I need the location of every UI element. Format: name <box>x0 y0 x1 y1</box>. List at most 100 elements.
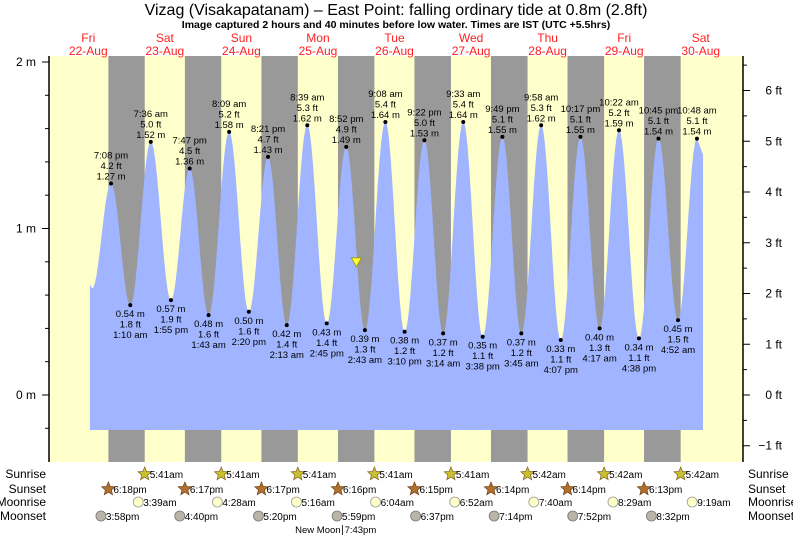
high-tide-m: 1.55 m <box>566 125 595 136</box>
high-tide-time: 9:58 am <box>524 92 558 103</box>
moonset-icon <box>410 510 422 522</box>
low-tide-m: 0.37 m <box>429 337 458 348</box>
day-of-week-label: Tue <box>384 31 405 45</box>
high-tide-m: 1.62 m <box>527 113 556 124</box>
astro-time: 5:42am <box>686 470 719 481</box>
high-tide-m: 1.53 m <box>410 128 439 139</box>
high-tide-point <box>694 136 699 141</box>
low-tide-point <box>676 318 681 323</box>
sunset-icon <box>177 481 193 496</box>
high-tide-m: 1.64 m <box>371 110 400 121</box>
sunset-icon <box>483 481 499 496</box>
high-tide-m: 1.49 m <box>332 135 361 146</box>
low-tide-point <box>597 326 602 331</box>
moonset-icon <box>488 510 500 522</box>
high-tide-ft: 4.5 ft <box>179 146 200 157</box>
low-tide-point <box>246 309 251 314</box>
low-tide-time: 1:10 am <box>113 330 147 341</box>
astro-time: 7:52pm <box>578 512 611 523</box>
day-of-week-label: Wed <box>459 31 483 45</box>
astro-time: 5:41am <box>303 470 336 481</box>
sunrise-icon <box>213 466 229 481</box>
moonrise-icon <box>211 496 223 508</box>
high-tide-m: 1.55 m <box>488 125 517 136</box>
axes: 2 m 1 m 0 m 6 ft 5 ft 4 ft 3 ft 2 ft 1 ft 0 ft −1 … <box>16 55 783 462</box>
astro-time: 6:13pm <box>649 485 682 496</box>
high-tide-point <box>539 123 544 128</box>
astro-time: 6:14pm <box>573 485 606 496</box>
high-tide-time: 9:33 am <box>446 89 480 100</box>
date-label: 26-Aug <box>375 44 414 58</box>
high-tide-time: 9:22 pm <box>407 107 441 118</box>
moonset-icon <box>253 510 264 522</box>
high-tide-time: 10:22 am <box>599 97 639 108</box>
low-tide-ft: 1.6 ft <box>238 326 259 337</box>
sunrise-icon <box>673 466 689 481</box>
moonset-icon <box>174 510 186 522</box>
astro-time: 6:37pm <box>421 512 454 523</box>
astro-time: 8:29am <box>618 498 651 509</box>
astro-time: 5:42am <box>533 470 566 481</box>
astro-time: 6:17pm <box>190 485 223 496</box>
low-tide-time: 4:17 am <box>582 353 616 364</box>
right-axis-tick-label: 1 ft <box>765 337 782 351</box>
high-tide-ft: 5.3 ft <box>531 103 552 114</box>
sunset-icon <box>560 481 576 496</box>
moonrise-icon <box>686 496 698 508</box>
sunrise-icon <box>290 466 306 481</box>
current-tide-marker <box>350 257 363 268</box>
high-tide-ft: 5.1 ft <box>648 116 669 127</box>
left-axis-tick-label: 0 m <box>16 388 36 402</box>
day-of-week-label: Sun <box>231 31 252 45</box>
low-tide-ft: 1.8 ft <box>120 320 141 331</box>
day-of-week-label: Fri <box>617 31 631 45</box>
moonrise-icon <box>291 496 302 508</box>
high-tide-point <box>422 138 427 143</box>
high-tide-time: 7:08 pm <box>94 151 128 162</box>
low-tide-time: 3:38 pm <box>466 362 500 373</box>
high-tide-point <box>383 119 388 124</box>
high-tide-m: 1.54 m <box>682 127 711 138</box>
row-label-left: Moonrise <box>0 495 46 509</box>
high-tide-m: 1.59 m <box>604 118 633 129</box>
sunset-icon <box>636 481 652 496</box>
high-tide-m: 1.27 m <box>97 172 126 183</box>
row-label-left: Moonset <box>0 509 47 523</box>
low-tide-m: 0.57 m <box>156 304 185 315</box>
high-tide-time: 7:36 am <box>134 109 168 120</box>
low-tide-m: 0.42 m <box>272 329 301 340</box>
date-label: 25-Aug <box>299 44 338 58</box>
astro-time: 6:17pm <box>266 485 299 496</box>
high-tide-point <box>461 119 466 124</box>
row-label-right: Moonrise <box>748 495 793 509</box>
moon-phase-time: 7:43pm <box>345 525 377 536</box>
astro-time: 6:04am <box>381 498 414 509</box>
astro-time: 6:16pm <box>343 485 376 496</box>
row-label-right: Sunrise <box>748 467 789 481</box>
right-axis-tick-label: 2 ft <box>765 287 782 301</box>
right-axis-tick-label: −1 ft <box>758 439 782 453</box>
high-tide-ft: 4.9 ft <box>336 124 357 135</box>
high-tide-ft: 5.0 ft <box>414 118 435 129</box>
astro-time: 6:52am <box>460 498 493 509</box>
low-tide-time: 2:45 pm <box>310 348 344 359</box>
low-tide-point <box>402 329 407 334</box>
low-tide-ft: 1.1 ft <box>472 351 493 362</box>
low-tide-ft: 1.2 ft <box>394 346 415 357</box>
high-tide-time: 9:08 am <box>368 89 402 100</box>
high-tide-time: 8:09 am <box>212 99 246 110</box>
moonrise-icon <box>132 496 144 508</box>
low-tide-m: 0.43 m <box>312 327 341 338</box>
high-tide-time: 10:45 pm <box>639 106 679 117</box>
low-tide-point <box>519 331 524 336</box>
moonset-icon <box>95 510 107 522</box>
high-tide-ft: 5.1 ft <box>686 116 707 127</box>
astro-time: 5:16am <box>301 498 334 509</box>
low-tide-ft: 1.2 ft <box>511 348 532 359</box>
high-tide-m: 1.43 m <box>254 145 283 156</box>
low-tide-time: 4:52 am <box>661 345 695 356</box>
moonrise-icon <box>370 496 381 508</box>
low-tide-ft: 1.3 ft <box>354 345 375 356</box>
moonrise-icon <box>449 496 461 508</box>
